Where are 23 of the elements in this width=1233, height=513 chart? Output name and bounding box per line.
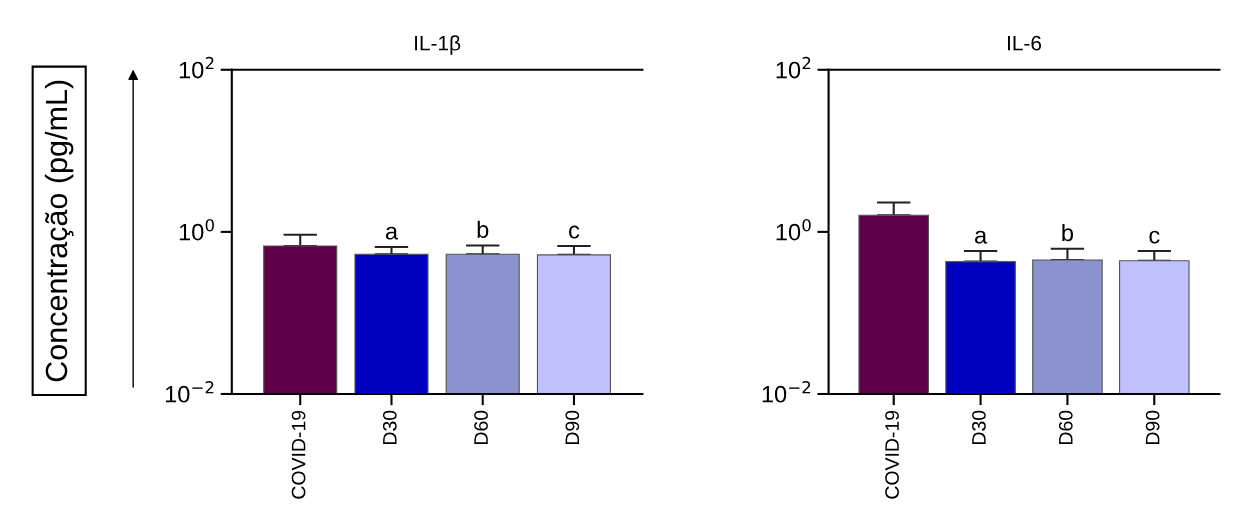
y-tick-label: 10$^{−2}$: [165, 381, 214, 403]
annotation: a: [385, 226, 399, 240]
y-tick-label: 10$^{0}$: [776, 218, 811, 241]
annotation: c: [569, 225, 580, 239]
x-tick-label: D90: [565, 410, 580, 445]
y-tick-label: 10$^{2}$: [776, 56, 811, 79]
x-tick-label: D60: [1058, 410, 1073, 445]
x-tick-label: COVID-19: [291, 410, 306, 499]
chart-title: IL-1β: [415, 35, 461, 55]
y-tick-label: 10$^{−2}$: [762, 381, 811, 403]
annotation: b: [477, 220, 489, 239]
annotation: c: [1149, 230, 1160, 244]
y-tick-label: 10$^{0}$: [179, 218, 214, 241]
x-tick-label: D30: [972, 410, 986, 445]
y-axis-title: Concentração (pg/mL): [44, 80, 74, 382]
x-tick-label: D90: [1145, 410, 1160, 445]
x-tick-label: D60: [474, 410, 488, 445]
chart-title: IL-6: [1007, 35, 1042, 51]
x-tick-label: COVID-19: [885, 410, 899, 499]
annotation: a: [975, 230, 988, 244]
x-tick-label: D30: [382, 410, 397, 445]
y-tick-label: 10$^{2}$: [179, 56, 214, 79]
annotation: b: [1062, 223, 1074, 242]
